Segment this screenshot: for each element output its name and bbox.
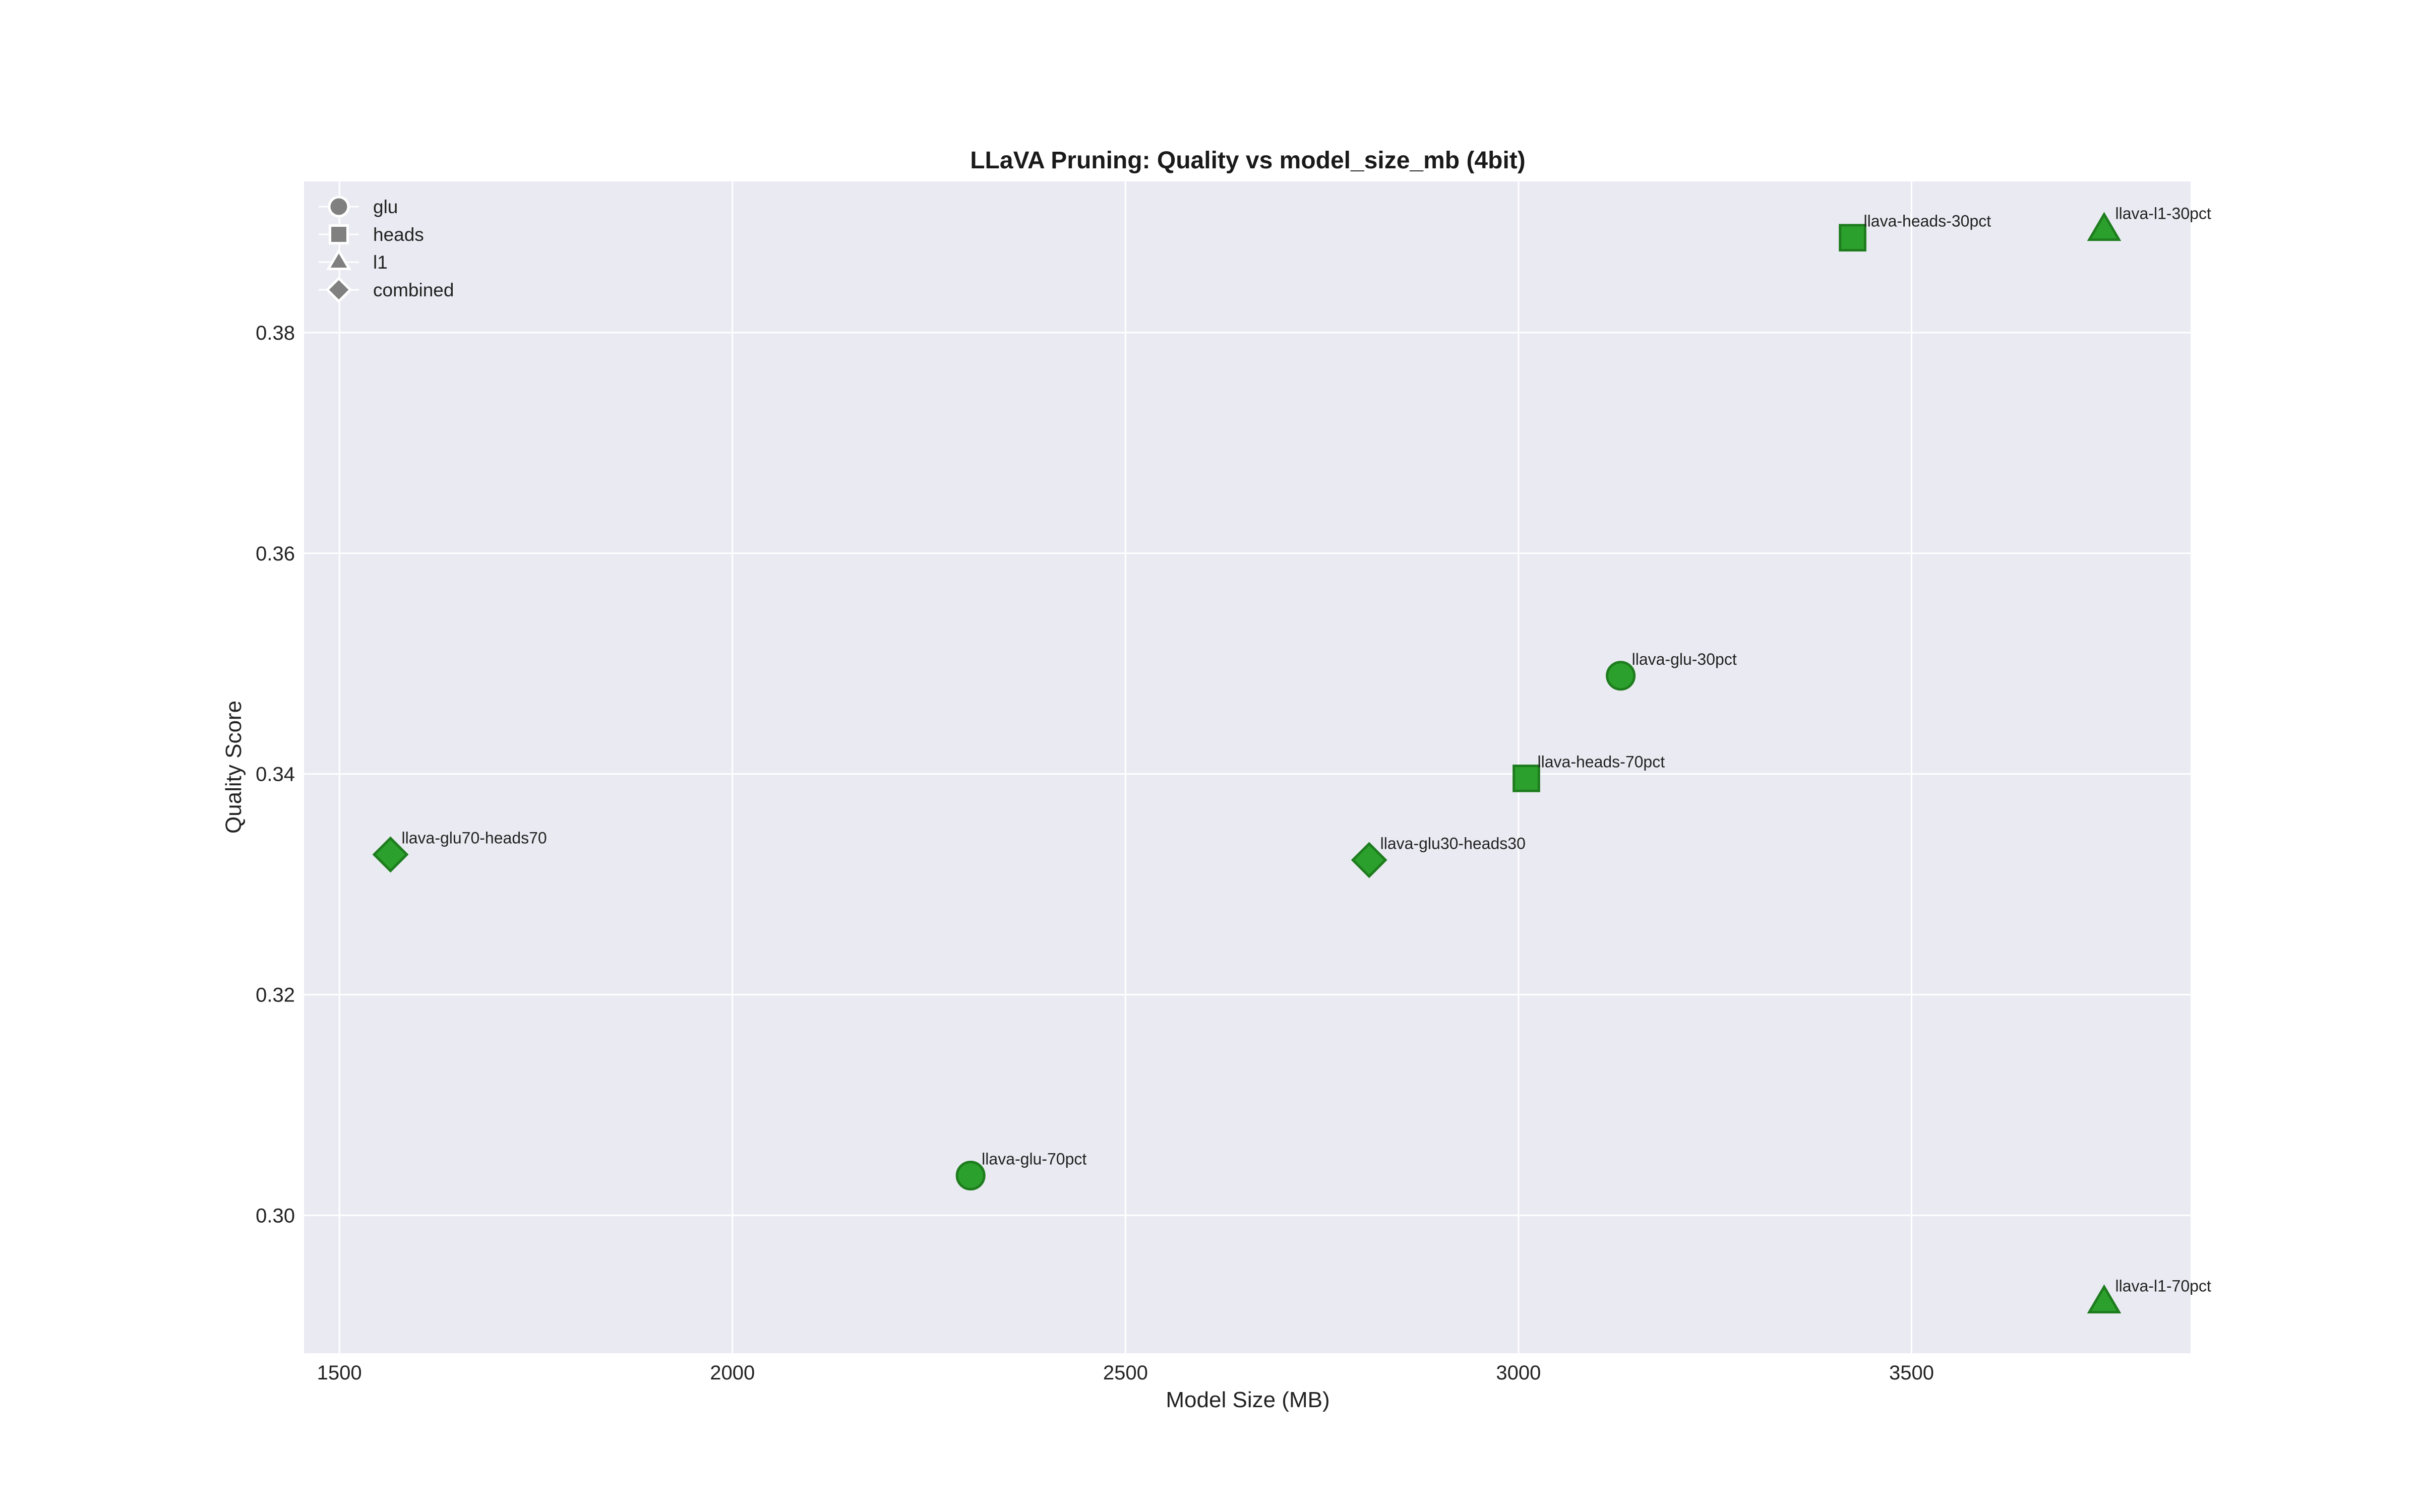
point-label: llava-glu70-heads70	[402, 829, 547, 847]
point-label: llava-glu-70pct	[982, 1150, 1086, 1168]
legend: glu heads l1 combined	[319, 196, 454, 303]
chart-title: LLaVA Pruning: Quality vs model_size_mb …	[970, 147, 1526, 174]
point-label: llava-l1-70pct	[2115, 1277, 2211, 1295]
x-tick-label: 2500	[1103, 1362, 1148, 1384]
data-points	[372, 212, 2122, 1314]
data-point-heads	[1512, 765, 1540, 792]
x-tick-label: 2000	[710, 1362, 755, 1384]
point-labels: llava-heads-30pct llava-l1-30pct llava-glu…	[402, 204, 2211, 1295]
point-label: llava-glu30-heads30	[1380, 834, 1526, 852]
data-point-l1	[2087, 212, 2122, 241]
y-tick-label: 0.32	[256, 984, 295, 1006]
point-label: llava-heads-70pct	[1538, 752, 1665, 771]
y-tick-label: 0.36	[256, 543, 295, 565]
data-point-glu	[1606, 661, 1636, 691]
plot-area	[304, 181, 2191, 1353]
point-label: llava-l1-30pct	[2115, 204, 2211, 222]
legend-marker-combined	[325, 276, 352, 303]
y-axis-ticks: 0.30 0.32 0.34 0.36 0.38	[256, 322, 295, 1227]
x-tick-label: 3500	[1889, 1362, 1934, 1384]
x-tick-label: 3000	[1496, 1362, 1541, 1384]
y-tick-label: 0.34	[256, 764, 295, 786]
data-point-l1	[2087, 1284, 2122, 1314]
y-tick-label: 0.30	[256, 1205, 295, 1227]
y-tick-label: 0.38	[256, 322, 295, 344]
grid-lines	[304, 181, 2191, 1353]
x-axis-label: Model Size (MB)	[1166, 1388, 1329, 1412]
y-axis-label: Quality Score	[221, 701, 246, 834]
legend-label-heads: heads	[373, 224, 424, 245]
data-point-glu	[955, 1161, 986, 1191]
legend-label-combined: combined	[373, 280, 454, 300]
data-point-combined	[1351, 842, 1387, 878]
point-label: llava-glu-30pct	[1632, 650, 1737, 668]
legend-label-l1: l1	[373, 252, 388, 273]
data-point-combined	[372, 836, 409, 873]
legend-marker-heads	[329, 224, 349, 244]
legend-marker-l1	[326, 248, 352, 271]
data-point-heads	[1839, 224, 1866, 251]
legend-label-glu: glu	[373, 197, 398, 217]
point-label: llava-heads-30pct	[1864, 212, 1991, 230]
x-axis-ticks: 1500 2000 2500 3000 3500	[317, 1362, 1934, 1384]
legend-marker-glu	[328, 196, 350, 218]
x-tick-label: 1500	[317, 1362, 362, 1384]
